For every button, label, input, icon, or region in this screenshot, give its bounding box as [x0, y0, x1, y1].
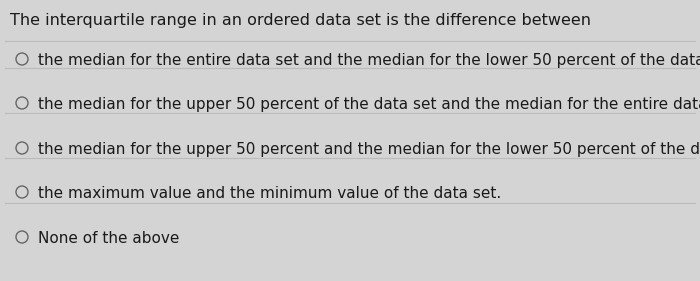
Text: None of the above: None of the above: [38, 231, 179, 246]
Text: The interquartile range in an ordered data set is the difference between: The interquartile range in an ordered da…: [10, 13, 591, 28]
Text: the median for the upper 50 percent of the data set and the median for the entir: the median for the upper 50 percent of t…: [38, 97, 700, 112]
Text: the median for the upper 50 percent and the median for the lower 50 percent of t: the median for the upper 50 percent and …: [38, 142, 700, 157]
Text: the median for the entire data set and the median for the lower 50 percent of th: the median for the entire data set and t…: [38, 53, 700, 68]
Text: the maximum value and the minimum value of the data set.: the maximum value and the minimum value …: [38, 186, 501, 201]
